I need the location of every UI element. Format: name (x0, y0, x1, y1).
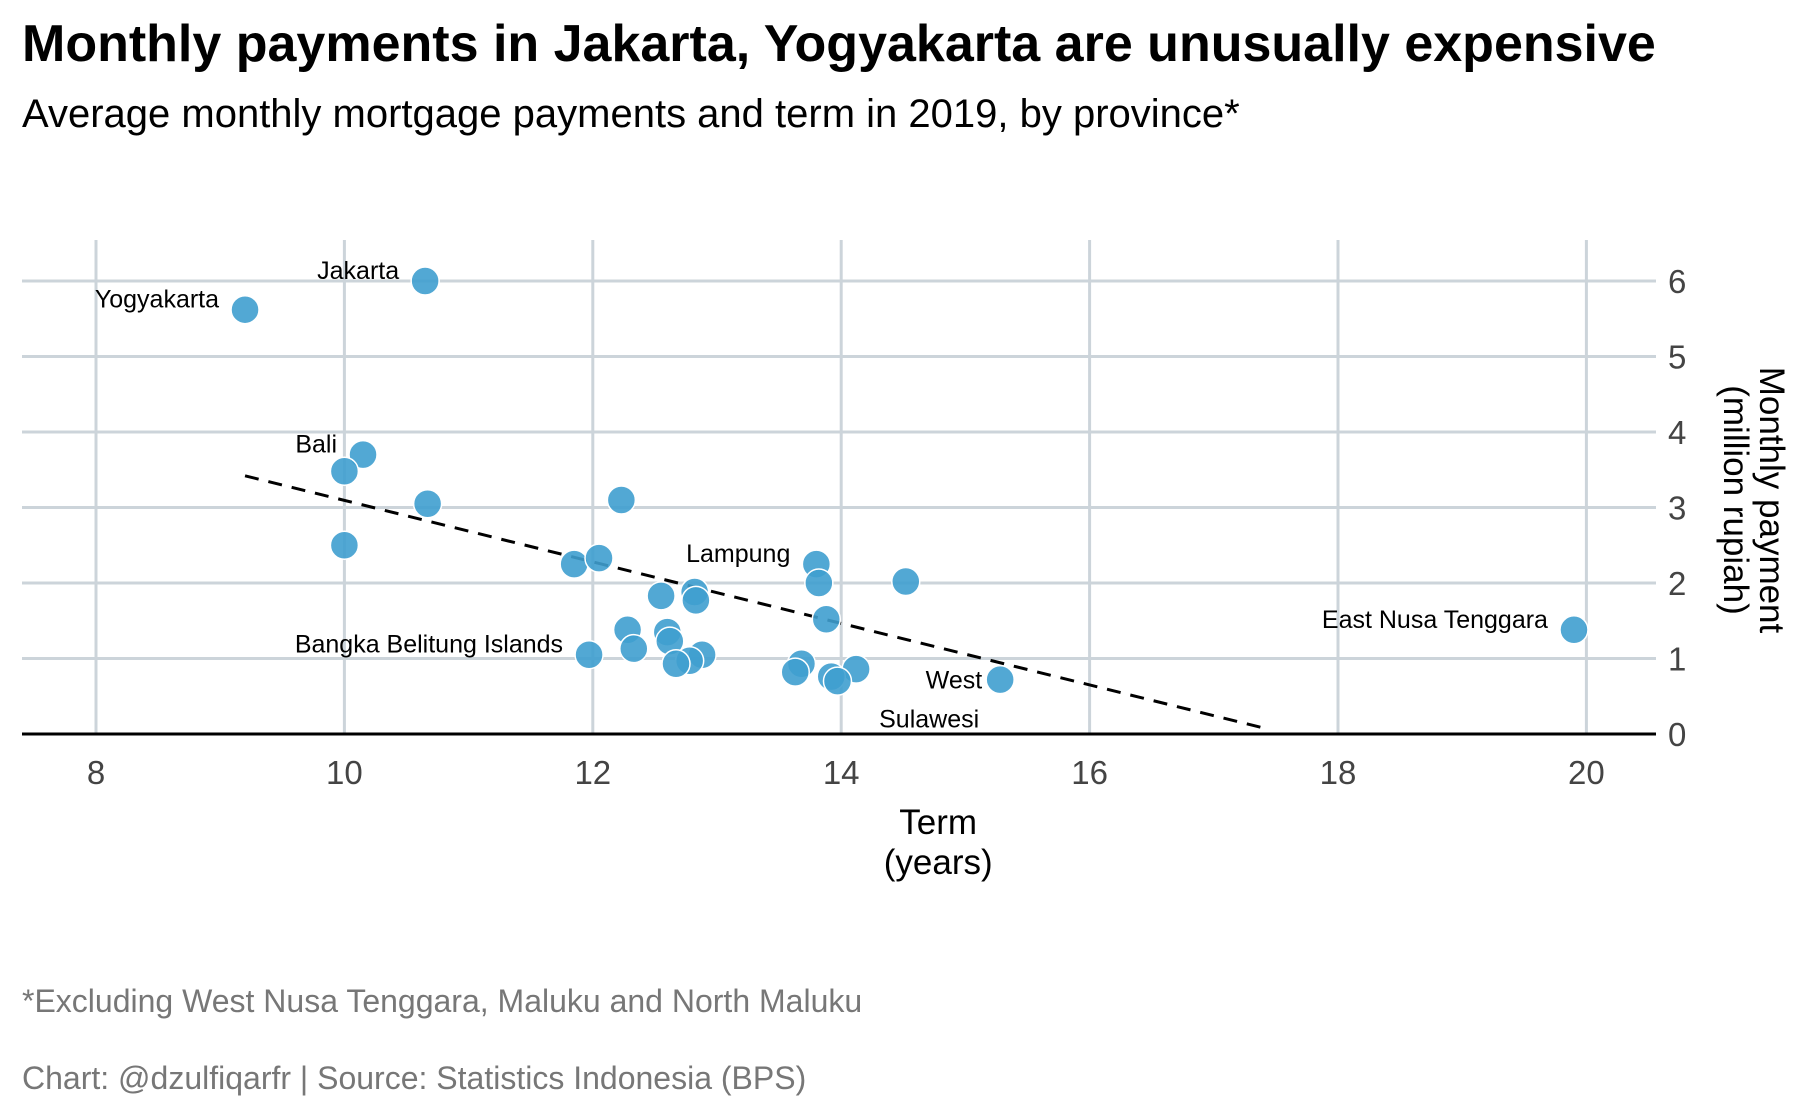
footnote: *Excluding West Nusa Tenggara, Maluku an… (22, 983, 863, 1019)
data-point (412, 488, 443, 519)
data-point (1559, 615, 1589, 645)
y-tick-label: 0 (1668, 716, 1686, 753)
data-point (574, 639, 604, 670)
data-point (559, 549, 589, 579)
x-axis-title: Term (899, 803, 977, 842)
data-point (811, 604, 842, 634)
source-credit: Chart: @dzulfiqarfr | Source: Statistics… (22, 1060, 807, 1096)
data-point (348, 439, 378, 470)
x-tick-label: 18 (1320, 754, 1357, 791)
data-point (646, 581, 676, 611)
x-tick-label: 12 (574, 754, 611, 791)
y-tick-label: 3 (1668, 490, 1686, 527)
point-label: Lampung (686, 540, 790, 568)
data-point (985, 664, 1015, 695)
x-axis-title: (years) (884, 843, 993, 882)
chart-title: Monthly payments in Jakarta, Yogyakarta … (22, 15, 1656, 73)
x-tick-label: 14 (823, 754, 860, 791)
data-point (891, 566, 921, 597)
point-label: West (926, 667, 983, 695)
x-tick-label: 8 (87, 754, 105, 791)
trend-line (244, 474, 1264, 730)
data-point (780, 657, 810, 687)
data-point (230, 294, 260, 325)
y-axis-title: Monthly payment (1752, 367, 1791, 634)
data-point (661, 649, 691, 679)
y-axis-title: (million rupiah) (1716, 385, 1755, 615)
point-label: Sulawesi (879, 706, 979, 734)
chart-subtitle: Average monthly mortgage payments and te… (22, 92, 1240, 136)
data-point (681, 585, 711, 616)
data-point (410, 266, 440, 296)
point-label: East Nusa Tenggara (1322, 606, 1548, 634)
data-point (329, 456, 360, 487)
point-label: Yogyakarta (95, 286, 219, 314)
point-label: Bali (295, 431, 337, 459)
y-tick-label: 5 (1668, 339, 1686, 376)
point-label: Bangka Belitung Islands (295, 631, 563, 659)
y-tick-label: 1 (1668, 641, 1686, 678)
data-point (804, 568, 834, 598)
x-tick-label: 16 (1071, 754, 1108, 791)
data-point (619, 633, 649, 664)
data-point (822, 666, 853, 696)
data-point (584, 543, 614, 573)
y-tick-label: 4 (1668, 414, 1686, 451)
y-tick-label: 6 (1668, 263, 1686, 300)
point-label: Jakarta (317, 257, 399, 285)
x-tick-label: 10 (326, 754, 363, 791)
x-tick-label: 20 (1568, 754, 1605, 791)
data-point (606, 485, 637, 515)
y-tick-label: 2 (1668, 565, 1686, 602)
data-point (329, 530, 360, 560)
